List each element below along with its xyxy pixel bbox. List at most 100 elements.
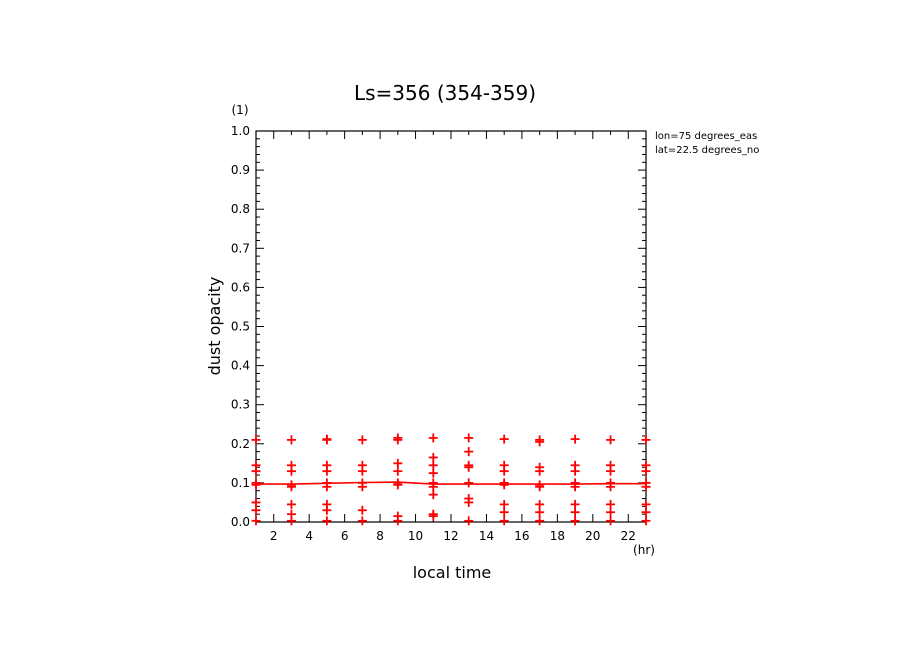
data-point <box>322 516 332 526</box>
data-point <box>428 460 438 470</box>
data-point <box>535 482 545 492</box>
data-point <box>570 499 580 509</box>
data-point <box>535 466 545 476</box>
data-point <box>641 482 651 492</box>
data-point <box>499 480 509 490</box>
data-point <box>286 516 296 526</box>
data-point <box>428 452 438 462</box>
data-point <box>428 490 438 500</box>
data-point <box>464 497 474 507</box>
data-point <box>535 507 545 517</box>
data-point <box>641 466 651 476</box>
y-tick-label: 0.0 <box>231 515 250 529</box>
x-axis-label: local time <box>413 563 492 582</box>
x-tick-label: 16 <box>514 529 529 543</box>
x-tick-label: 4 <box>305 529 313 543</box>
annotation-lat: lat=22.5 degrees_no <box>655 145 759 156</box>
data-point <box>570 434 580 444</box>
y-unit-label: (1) <box>232 103 249 117</box>
data-point <box>322 482 332 492</box>
data-point <box>464 433 474 443</box>
data-point <box>535 516 545 526</box>
y-tick-label: 0.9 <box>231 163 250 177</box>
data-point <box>251 435 261 445</box>
data-point <box>641 499 651 509</box>
x-unit-label: (hr) <box>633 543 655 557</box>
x-axis-ticks: 2 4 6 8 10 12 14 16 18 20 22 <box>255 131 647 543</box>
mean-line-series <box>256 481 646 485</box>
y-axis-label: dust opacity <box>205 277 224 376</box>
x-tick-label: 2 <box>270 529 278 543</box>
data-point <box>251 516 261 526</box>
data-point <box>286 466 296 476</box>
y-tick-label: 0.2 <box>231 437 250 451</box>
data-point <box>286 499 296 509</box>
x-tick-label: 20 <box>585 529 600 543</box>
data-point <box>570 516 580 526</box>
data-point <box>251 480 261 490</box>
y-tick-label: 1.0 <box>231 124 250 138</box>
data-point <box>641 435 651 445</box>
data-point <box>499 507 509 517</box>
plot-area-frame <box>255 130 647 523</box>
data-point <box>357 466 367 476</box>
y-tick-label: 0.1 <box>231 476 250 490</box>
y-tick-label: 0.4 <box>231 359 250 373</box>
data-point <box>428 511 438 521</box>
data-point <box>464 478 474 488</box>
scatter-points-series <box>251 433 651 526</box>
y-tick-label: 0.7 <box>231 241 250 255</box>
x-tick-label: 14 <box>479 529 494 543</box>
annotation-lon: lon=75 degrees_eas <box>655 131 757 142</box>
y-axis-ticks: 0.0 0.1 0.2 0.3 0.4 0.5 0.6 0.7 0.8 0.9 1.0 <box>231 124 646 529</box>
data-point <box>251 505 261 515</box>
data-point <box>393 435 403 445</box>
x-tick-label: 18 <box>550 529 565 543</box>
data-point <box>251 466 261 476</box>
y-tick-label: 0.5 <box>231 320 250 334</box>
data-point <box>499 466 509 476</box>
data-point <box>606 516 616 526</box>
data-point <box>393 458 403 468</box>
data-point <box>286 435 296 445</box>
x-tick-label: 12 <box>443 529 458 543</box>
x-tick-label: 6 <box>341 529 349 543</box>
data-point <box>357 505 367 515</box>
data-point <box>322 466 332 476</box>
x-tick-label: 8 <box>376 529 384 543</box>
data-point <box>570 507 580 517</box>
data-point <box>499 516 509 526</box>
data-point <box>393 466 403 476</box>
data-point <box>606 499 616 509</box>
data-point <box>464 447 474 457</box>
data-point <box>570 466 580 476</box>
data-point <box>286 482 296 492</box>
x-tick-label: 10 <box>408 529 423 543</box>
data-point <box>641 507 651 517</box>
chart-title: Ls=356 (354-359) <box>354 81 536 105</box>
data-point <box>428 433 438 443</box>
y-tick-label: 0.6 <box>231 280 250 294</box>
data-point <box>322 505 332 515</box>
data-point <box>499 434 509 444</box>
data-point <box>606 507 616 517</box>
data-point <box>535 437 545 447</box>
data-point <box>606 466 616 476</box>
data-point <box>464 516 474 526</box>
data-point <box>535 499 545 509</box>
data-point <box>357 435 367 445</box>
y-tick-label: 0.8 <box>231 202 250 216</box>
data-point <box>499 499 509 509</box>
data-point <box>428 468 438 478</box>
data-point <box>393 516 403 526</box>
data-point <box>428 482 438 492</box>
data-point <box>322 434 332 444</box>
data-point <box>570 482 580 492</box>
data-point <box>606 435 616 445</box>
mean-line <box>256 481 646 485</box>
data-point <box>641 516 651 526</box>
x-tick-label: 22 <box>621 529 636 543</box>
data-point <box>393 480 403 490</box>
data-point <box>251 497 261 507</box>
